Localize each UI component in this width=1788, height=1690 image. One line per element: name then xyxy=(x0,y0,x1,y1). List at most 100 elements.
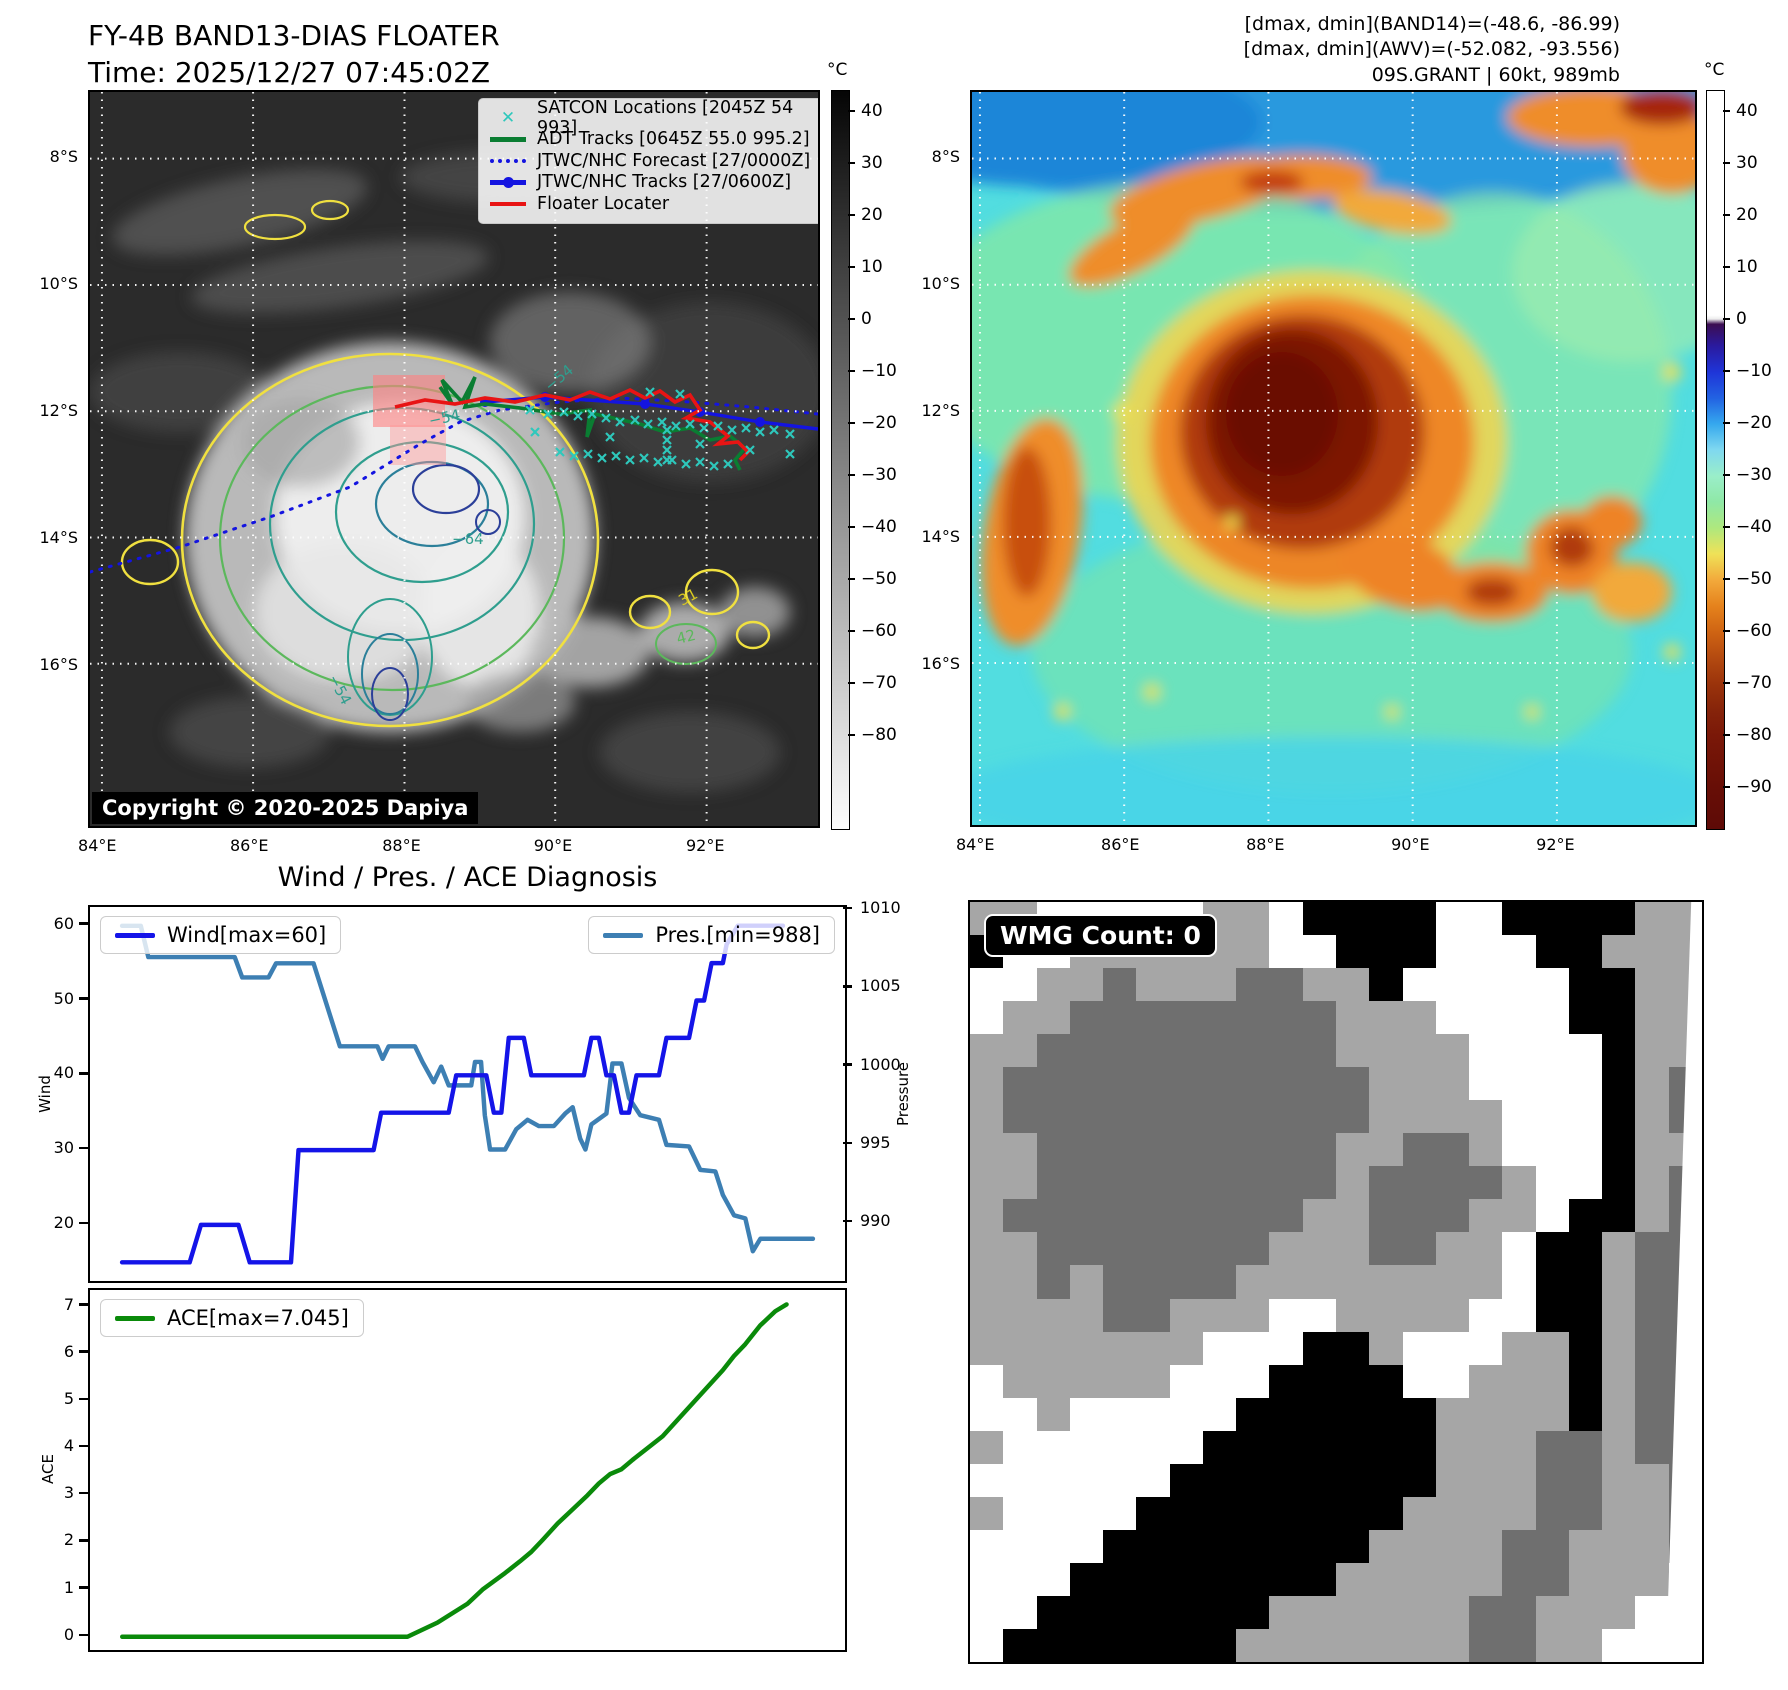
wmg-cell xyxy=(1302,1397,1336,1431)
wmg-cell xyxy=(1568,902,1603,936)
wmg-cell xyxy=(1336,1463,1370,1497)
axis-tick-label: 20 xyxy=(53,1212,74,1232)
wmg-cell xyxy=(1202,1298,1237,1332)
colorbar-tick-label: −10 xyxy=(861,361,897,381)
wmg-cell xyxy=(1602,1100,1636,1134)
wmg-cell xyxy=(1469,1001,1503,1035)
wmg-cell xyxy=(1069,1034,1104,1068)
wmg-cell xyxy=(1202,968,1237,1002)
legend-row: Floater Locater xyxy=(489,193,818,215)
wmg-cell xyxy=(1169,1628,1203,1662)
colorbar-tick-label: 40 xyxy=(861,101,883,121)
colorbar-unit: °C xyxy=(827,60,848,80)
wmg-cell xyxy=(1535,1397,1569,1431)
wmg-cell xyxy=(1635,1430,1669,1464)
wmg-cell xyxy=(1136,1463,1170,1497)
lon-label: 84°E xyxy=(956,835,995,854)
ace-legend: ACE[max=7.045] xyxy=(100,1299,364,1337)
wmg-cell xyxy=(1169,1166,1203,1200)
wmg-cell xyxy=(1535,1562,1569,1596)
axis-tick xyxy=(79,1586,88,1589)
wmg-cell xyxy=(1003,1001,1037,1035)
lon-label: 90°E xyxy=(533,836,573,855)
wmg-cell xyxy=(1602,902,1636,936)
wmg-cell xyxy=(1336,902,1370,936)
wmg-cell xyxy=(1602,1331,1636,1365)
axis-tick-label: 6 xyxy=(63,1341,74,1361)
wmg-cell xyxy=(1469,1166,1503,1200)
wmg-cell xyxy=(1336,1265,1370,1299)
wmg-cell xyxy=(1169,1496,1203,1530)
wmg-cell xyxy=(1169,1298,1203,1332)
wmg-cell xyxy=(1103,1100,1137,1134)
axis-tick-label: 7 xyxy=(63,1294,74,1314)
wmg-cell xyxy=(1602,1133,1636,1167)
wmg-cell xyxy=(1568,935,1603,969)
wmg-cell xyxy=(1435,1628,1470,1662)
wmg-cell xyxy=(1336,1430,1370,1464)
wmg-cell xyxy=(970,1463,1004,1497)
wmg-cell xyxy=(1336,1595,1370,1629)
colorbar-tick-label: 0 xyxy=(861,309,872,329)
colorbar-tick xyxy=(1723,682,1730,684)
wmg-cell xyxy=(1602,968,1636,1002)
wmg-cell xyxy=(1302,1067,1336,1101)
wmg-cell xyxy=(1535,1331,1569,1365)
wmg-cell xyxy=(1036,1628,1070,1662)
wmg-cell xyxy=(1336,1199,1370,1233)
axis-tick xyxy=(79,1146,88,1150)
wmg-cell xyxy=(1336,1232,1370,1266)
ace-chart: ACE[max=7.045] 0 1 2 3 4 5 6 7 ACE xyxy=(39,1288,847,1652)
wmg-cell xyxy=(1535,1034,1569,1068)
storm-info-block: [dmax, dmin](BAND14)=(-48.6, -86.99) [dma… xyxy=(1244,12,1620,88)
wmg-cell xyxy=(1402,1595,1436,1629)
wmg-cell xyxy=(970,1496,1004,1530)
wmg-cell xyxy=(1535,1232,1569,1266)
wmg-cell xyxy=(1103,1166,1137,1200)
wmg-cell xyxy=(1402,1463,1436,1497)
wmg-cell xyxy=(1069,1562,1104,1596)
panel-title: FY-4B BAND13-DIAS FLOATER Time: 2025/12/… xyxy=(88,18,500,92)
legend-label: JTWC/NHC Forecast [27/0000Z] xyxy=(537,150,811,171)
wmg-cell xyxy=(1236,1298,1270,1332)
wmg-cell xyxy=(1435,1562,1470,1596)
axis-tick-label: 3 xyxy=(63,1483,74,1503)
wmg-cell xyxy=(1236,1529,1270,1563)
wmg-cell xyxy=(1435,1595,1470,1629)
wmg-cell xyxy=(1535,1100,1569,1134)
svg-text:−64: −64 xyxy=(452,530,484,548)
wmg-cell xyxy=(1369,1397,1403,1431)
axis-tick xyxy=(79,1221,88,1225)
ir-colorbar-gradient xyxy=(1706,90,1725,830)
wmg-cell xyxy=(1469,1463,1503,1497)
axis-tick xyxy=(79,1633,88,1637)
wmg-cell xyxy=(1402,1232,1436,1266)
wmg-cell xyxy=(1336,1067,1370,1101)
wmg-cell xyxy=(1535,968,1569,1002)
wmg-cell xyxy=(1369,1562,1403,1596)
wmg-cell xyxy=(1535,1166,1569,1200)
wmg-cell xyxy=(1435,1133,1470,1167)
wmg-cell xyxy=(1435,1001,1470,1035)
wmg-cell xyxy=(1435,1166,1470,1200)
wmg-cell xyxy=(1069,1166,1104,1200)
line-marker-marker xyxy=(489,176,527,188)
wmg-cell xyxy=(1169,1265,1203,1299)
wmg-cell xyxy=(1136,1265,1170,1299)
wmg-cell xyxy=(1635,1265,1669,1299)
wmg-cell xyxy=(1136,1133,1170,1167)
wmg-cell xyxy=(1103,1199,1137,1233)
wmg-cell xyxy=(1069,1364,1104,1398)
wmg-cell xyxy=(1003,1265,1037,1299)
wmg-cell xyxy=(1269,1199,1303,1233)
wmg-cell xyxy=(1568,1397,1603,1431)
wmg-cell xyxy=(1302,1529,1336,1563)
wmg-cell xyxy=(1602,1298,1636,1332)
wmg-cell xyxy=(1602,1463,1636,1497)
wmg-cell xyxy=(1635,1232,1669,1266)
wmg-cell xyxy=(1302,1199,1336,1233)
wmg-cell xyxy=(1336,1364,1370,1398)
wmg-cell xyxy=(1036,1595,1070,1629)
wmg-cell xyxy=(1469,1232,1503,1266)
wmg-cell xyxy=(1635,1529,1669,1563)
